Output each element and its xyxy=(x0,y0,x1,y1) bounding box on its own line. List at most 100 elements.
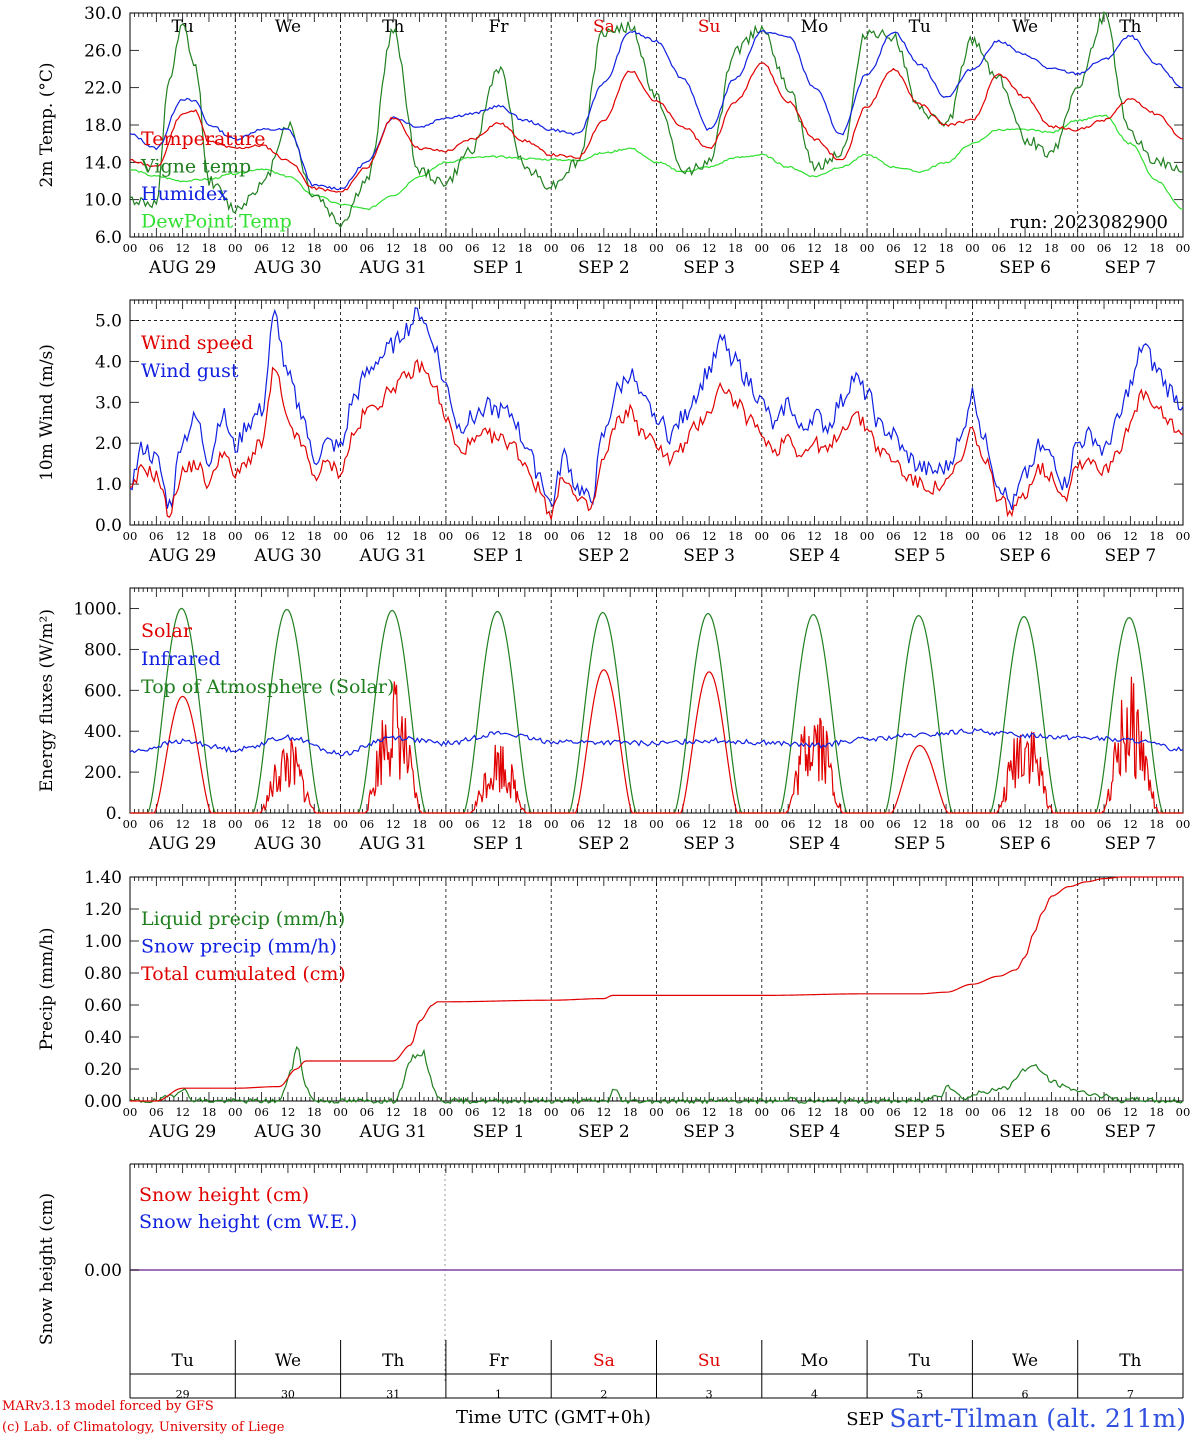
hour-tick-label: 00 xyxy=(1070,817,1085,831)
weekday-label: Th xyxy=(1119,17,1141,37)
hour-tick-label: 00 xyxy=(649,241,664,255)
hour-tick-label: 12 xyxy=(597,817,612,831)
hour-tick-label: 18 xyxy=(518,1105,533,1119)
weekday-label: Mo xyxy=(801,17,829,37)
hour-tick-label: 12 xyxy=(912,529,927,543)
hour-tick-label: 00 xyxy=(228,817,243,831)
hour-tick-label: 12 xyxy=(281,529,296,543)
y-tick-label: 0.40 xyxy=(84,1028,122,1048)
hour-tick-label: 18 xyxy=(623,1105,638,1119)
hour-tick-label: 00 xyxy=(1176,1105,1191,1119)
hour-tick-label: 00 xyxy=(544,1105,559,1119)
legend-entry: Temperature xyxy=(141,128,265,150)
hour-tick-label: 18 xyxy=(1044,1105,1059,1119)
hour-tick-label: 00 xyxy=(439,529,454,543)
panel-frame xyxy=(129,299,1184,526)
hour-tick-label: 12 xyxy=(175,817,190,831)
y-axis-label: Energy fluxes (W/m²) xyxy=(37,609,57,792)
hour-tick-label: 00 xyxy=(123,529,138,543)
date-label: AUG 31 xyxy=(359,1122,427,1142)
hour-tick-label: 06 xyxy=(1097,1105,1112,1119)
hour-tick-label: 00 xyxy=(544,529,559,543)
hour-tick-label: 00 xyxy=(649,1105,664,1119)
weekday-label: Mo xyxy=(801,1351,829,1371)
legend-entry: Solar xyxy=(141,620,193,642)
hour-tick-label: 18 xyxy=(728,529,743,543)
hour-tick-label: 00 xyxy=(754,817,769,831)
hour-tick-label: 06 xyxy=(570,241,585,255)
hour-tick-label: 18 xyxy=(833,529,848,543)
hour-tick-label: 06 xyxy=(570,1105,585,1119)
hour-tick-label: 12 xyxy=(491,529,506,543)
hour-tick-label: 12 xyxy=(807,1105,822,1119)
hour-tick-label: 18 xyxy=(202,529,217,543)
hour-tick-label: 12 xyxy=(175,529,190,543)
total-cumulated-line xyxy=(130,876,1183,1102)
hour-tick-label: 18 xyxy=(728,817,743,831)
hour-tick-label: 18 xyxy=(728,1105,743,1119)
weekday-label: Tu xyxy=(172,17,194,37)
hour-tick-label: 00 xyxy=(228,529,243,543)
y-tick-label: 0.80 xyxy=(84,964,122,984)
hour-tick-label: 06 xyxy=(781,817,796,831)
y-tick-label: 0.0 xyxy=(95,516,122,536)
day-number: 29 xyxy=(176,1388,190,1401)
y-tick-label: 26.0 xyxy=(84,41,122,61)
date-label: SEP 5 xyxy=(894,834,946,854)
day-number: 1 xyxy=(495,1388,502,1401)
toa-solar-curve xyxy=(761,613,868,814)
day-number: 7 xyxy=(1127,1388,1134,1401)
solar-curve xyxy=(761,717,868,814)
hour-tick-label: 00 xyxy=(649,817,664,831)
hour-tick-label: 06 xyxy=(886,1105,901,1119)
date-label: SEP 2 xyxy=(578,546,630,566)
y-tick-label: 1.0 xyxy=(95,475,122,495)
y-tick-label: 2.0 xyxy=(95,434,122,454)
date-label: AUG 30 xyxy=(253,258,321,278)
hour-tick-label: 18 xyxy=(623,817,638,831)
hour-tick-label: 06 xyxy=(570,529,585,543)
hour-tick-label: 00 xyxy=(965,241,980,255)
date-label: SEP 6 xyxy=(999,546,1051,566)
hour-tick-label: 12 xyxy=(386,1105,401,1119)
y-tick-label: 18.0 xyxy=(84,116,122,136)
date-label: SEP 7 xyxy=(1104,1122,1156,1142)
date-label: SEP 3 xyxy=(683,258,735,278)
hour-tick-label: 00 xyxy=(860,529,875,543)
weekday-label: Tu xyxy=(909,17,931,37)
hour-tick-label: 12 xyxy=(281,1105,296,1119)
solar-curve xyxy=(445,744,552,814)
hour-tick-label: 18 xyxy=(1149,241,1164,255)
weekday-label: We xyxy=(275,1351,301,1371)
hour-tick-label: 12 xyxy=(702,529,717,543)
weekday-label: Su xyxy=(698,17,721,37)
hour-tick-label: 12 xyxy=(807,529,822,543)
month-label: SEP xyxy=(846,1409,884,1430)
day-number: 6 xyxy=(1022,1388,1029,1401)
hour-tick-label: 06 xyxy=(149,241,164,255)
hour-tick-label: 18 xyxy=(939,529,954,543)
date-label: AUG 30 xyxy=(253,546,321,566)
hour-tick-label: 06 xyxy=(254,241,269,255)
hour-tick-label: 00 xyxy=(965,817,980,831)
date-label: AUG 30 xyxy=(253,834,321,854)
hour-tick-label: 06 xyxy=(360,817,375,831)
hour-tick-label: 12 xyxy=(702,1105,717,1119)
hour-tick-label: 18 xyxy=(307,529,322,543)
hour-tick-label: 06 xyxy=(886,817,901,831)
hour-tick-label: 12 xyxy=(1123,817,1138,831)
hour-tick-label: 06 xyxy=(254,529,269,543)
panel-5: 0.00 Snow height (cm) Snow height (cm) Snow… xyxy=(37,1163,1184,1430)
hour-tick-label: 06 xyxy=(781,1105,796,1119)
series-line xyxy=(129,358,1184,520)
y-tick-label: 14.0 xyxy=(84,153,122,173)
hour-tick-label: 12 xyxy=(807,241,822,255)
solar-curve xyxy=(656,671,762,814)
y-tick-label: 10.0 xyxy=(84,191,122,211)
solar-curve xyxy=(340,681,446,814)
hour-tick-label: 12 xyxy=(491,1105,506,1119)
hour-tick-label: 12 xyxy=(702,241,717,255)
hour-tick-label: 06 xyxy=(149,1105,164,1119)
panel-1: 00 06 12 18 AUG 29 00 06 12 18 AUG 30 00 06 12 18 AUG … xyxy=(37,4,1190,278)
hour-tick-label: 18 xyxy=(307,241,322,255)
